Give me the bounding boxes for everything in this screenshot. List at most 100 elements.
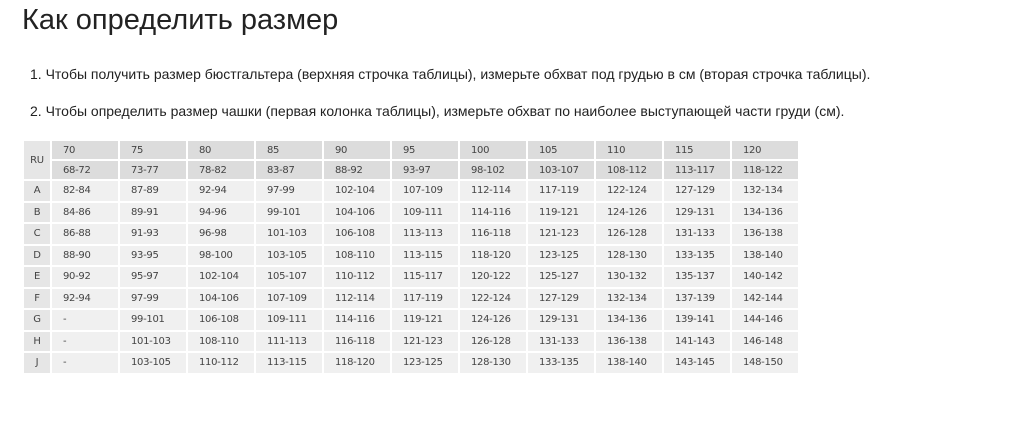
table-cell: 109-111 <box>254 308 324 332</box>
table-cell: 95-97 <box>118 265 188 289</box>
underbust-header: 108-112 <box>594 159 664 181</box>
cup-label: G <box>22 308 52 332</box>
table-cell: 121-123 <box>526 222 596 246</box>
table-cell: 105-107 <box>254 265 324 289</box>
table-cell: 101-103 <box>254 222 324 246</box>
table-cell: 127-129 <box>662 179 732 203</box>
cup-label: C <box>22 222 52 246</box>
table-cell: 106-108 <box>322 222 392 246</box>
table-cell: 138-140 <box>730 243 800 267</box>
table-cell: 114-116 <box>458 200 528 224</box>
table-cell: 113-113 <box>390 222 460 246</box>
underbust-header: 88-92 <box>322 159 392 181</box>
table-cell: 119-121 <box>526 200 596 224</box>
table-cell: 117-119 <box>526 179 596 203</box>
underbust-header: 73-77 <box>118 159 188 181</box>
table-cell: 136-138 <box>594 329 664 353</box>
table-cell: 142-144 <box>730 286 800 310</box>
table-cell: 112-114 <box>322 286 392 310</box>
table-cell: 84-86 <box>50 200 120 224</box>
cup-label: H <box>22 329 52 353</box>
table-cell: 136-138 <box>730 222 800 246</box>
table-cell: 140-142 <box>730 265 800 289</box>
table-cell: 135-137 <box>662 265 732 289</box>
table-cell: 131-133 <box>526 329 596 353</box>
table-cell: 129-131 <box>526 308 596 332</box>
table-row: H -101-103 108-110 111-113 116-118 121-123 126… <box>22 329 800 353</box>
table-row: C 86-88 91-93 96-98 101-103 106-108 113-113 116… <box>22 222 800 246</box>
table-cell: 90-92 <box>50 265 120 289</box>
table-cell: 97-99 <box>118 286 188 310</box>
table-cell: 112-114 <box>458 179 528 203</box>
table-cell: 137-139 <box>662 286 732 310</box>
underbust-header: 113-117 <box>662 159 732 181</box>
instruction-step-2: 2. Чтобы определить размер чашки (первая… <box>30 103 845 119</box>
table-row: E 90-92 95-97 102-104 105-107 110-112 115-117 1… <box>22 265 800 289</box>
table-cell: 87-89 <box>118 179 188 203</box>
table-row: D 88-90 93-95 98-100 103-105 108-110 113-115 11… <box>22 243 800 267</box>
table-cell: - <box>50 308 120 332</box>
table-cell: 102-104 <box>322 179 392 203</box>
table-cell: 130-132 <box>594 265 664 289</box>
size-table: RU 70 75 80 85 90 95 100 105 110 115 120 68-72 73-77 7… <box>22 139 800 375</box>
table-cell: 96-98 <box>186 222 256 246</box>
table-cell: 92-94 <box>186 179 256 203</box>
table-cell: 86-88 <box>50 222 120 246</box>
table-cell: 110-112 <box>322 265 392 289</box>
table-cell: 132-134 <box>594 286 664 310</box>
underbust-header: 83-87 <box>254 159 324 181</box>
table-cell: 134-136 <box>594 308 664 332</box>
table-cell: 98-100 <box>186 243 256 267</box>
cup-label: B <box>22 200 52 224</box>
table-cell: 93-95 <box>118 243 188 267</box>
table-cell: 118-120 <box>458 243 528 267</box>
table-cell: 126-128 <box>594 222 664 246</box>
table-cell: 139-141 <box>662 308 732 332</box>
table-cell: 113-115 <box>390 243 460 267</box>
table-row: G -99-101 106-108 109-111 114-116 119-121 124-… <box>22 308 800 332</box>
table-row: A 82-84 87-89 92-94 97-99 102-104 107-109 112-1… <box>22 179 800 203</box>
size-header: 75 <box>118 139 188 161</box>
page-title: Как определить размер <box>22 4 339 36</box>
table-cell: 109-111 <box>390 200 460 224</box>
table-cell: 120-122 <box>458 265 528 289</box>
table-cell: 133-135 <box>662 243 732 267</box>
table-cell: 128-130 <box>594 243 664 267</box>
underbust-header: 68-72 <box>50 159 120 181</box>
table-cell: 111-113 <box>254 329 324 353</box>
size-header: 100 <box>458 139 528 161</box>
table-cell: 94-96 <box>186 200 256 224</box>
table-cell: 144-146 <box>730 308 800 332</box>
instruction-step-1: 1. Чтобы получить размер бюстгальтера (в… <box>30 66 871 82</box>
table-cell: 122-124 <box>594 179 664 203</box>
table-cell: 123-125 <box>390 351 460 375</box>
underbust-header: 118-122 <box>730 159 800 181</box>
header-row-size: RU 70 75 80 85 90 95 100 105 110 115 120 <box>22 139 800 181</box>
table-cell: 104-106 <box>322 200 392 224</box>
table-cell: 146-148 <box>730 329 800 353</box>
size-header: 110 <box>594 139 664 161</box>
underbust-header: 103-107 <box>526 159 596 181</box>
table-cell: 103-105 <box>118 351 188 375</box>
size-header: 120 <box>730 139 800 161</box>
table-cell: 127-129 <box>526 286 596 310</box>
cup-label: A <box>22 179 52 203</box>
table-cell: 128-130 <box>458 351 528 375</box>
table-cell: 97-99 <box>254 179 324 203</box>
table-cell: 107-109 <box>254 286 324 310</box>
cup-label: J <box>22 351 52 375</box>
cup-label: E <box>22 265 52 289</box>
cup-label: F <box>22 286 52 310</box>
size-header: 105 <box>526 139 596 161</box>
table-cell: 91-93 <box>118 222 188 246</box>
table-cell: 119-121 <box>390 308 460 332</box>
underbust-header: 78-82 <box>186 159 256 181</box>
table-cell: 118-120 <box>322 351 392 375</box>
table-cell: 122-124 <box>458 286 528 310</box>
size-header: 95 <box>390 139 460 161</box>
size-header: 70 <box>50 139 120 161</box>
cup-label: D <box>22 243 52 267</box>
table-cell: 143-145 <box>662 351 732 375</box>
table-cell: 116-118 <box>322 329 392 353</box>
table-cell: 114-116 <box>322 308 392 332</box>
